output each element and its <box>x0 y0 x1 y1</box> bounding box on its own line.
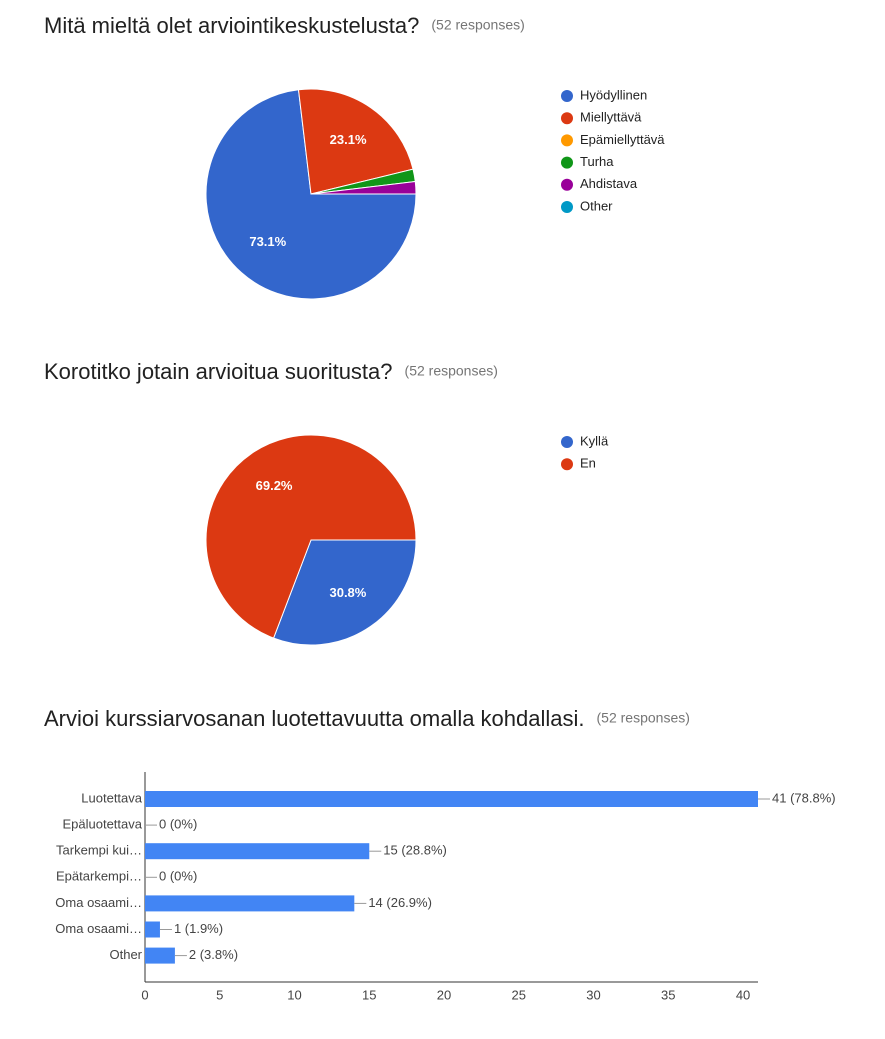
bar <box>145 843 370 860</box>
legend-label: Kyllä <box>580 433 609 448</box>
legend-label: Hyödyllinen <box>580 87 647 102</box>
category-label: Oma osaami… <box>55 921 142 936</box>
category-label: Oma osaami… <box>55 895 142 910</box>
x-tick-label: 10 <box>287 987 301 1002</box>
value-label: 41 (78.8%) <box>772 790 836 805</box>
legend-label: Turha <box>580 154 614 169</box>
legend-swatch <box>561 134 573 147</box>
bar <box>145 921 160 938</box>
chart-subtitle: (52 responses) <box>431 17 524 33</box>
legend-label: Epämiellyttävä <box>580 132 665 147</box>
pie-slice <box>272 539 417 646</box>
category-label: Epäluotettava <box>62 817 142 832</box>
value-label: 15 (28.8%) <box>383 843 447 858</box>
x-tick-label: 25 <box>512 987 526 1002</box>
value-label: 1 (1.9%) <box>174 921 223 936</box>
x-tick-label: 15 <box>362 987 376 1002</box>
x-tick-label: 40 <box>736 987 750 1002</box>
slice-label: 73.1% <box>249 234 286 249</box>
legend-swatch <box>561 112 573 125</box>
legend-swatch <box>561 178 573 191</box>
category-label: Luotettava <box>81 790 142 805</box>
legend-label: Ahdistava <box>580 176 638 191</box>
x-tick-label: 35 <box>661 987 675 1002</box>
value-label: 14 (26.9%) <box>368 895 432 910</box>
legend-label: Miellyttävä <box>580 110 642 125</box>
value-label: 0 (0%) <box>159 869 197 884</box>
legend-swatch <box>561 90 573 102</box>
x-tick-label: 5 <box>216 987 223 1002</box>
value-label: 0 (0%) <box>159 817 197 832</box>
slice-label: 30.8% <box>329 585 366 600</box>
pie-slice <box>297 88 414 195</box>
pie-slice <box>310 180 417 195</box>
x-tick-label: 20 <box>437 987 451 1002</box>
chart-title: Mitä mieltä olet arviointikeskustelusta? <box>44 13 419 38</box>
legend-label: Other <box>580 198 613 213</box>
chart-title: Korotitko jotain arvioitua suoritusta? <box>44 359 393 384</box>
chart-subtitle: (52 responses) <box>405 363 498 379</box>
bar <box>145 791 758 807</box>
x-tick-label: 0 <box>141 987 148 1002</box>
x-tick-label: 30 <box>586 987 600 1002</box>
bar <box>145 947 175 964</box>
value-label: 2 (3.8%) <box>189 947 238 962</box>
legend-swatch <box>561 436 573 448</box>
legend-swatch <box>561 201 573 213</box>
legend-swatch <box>561 458 573 471</box>
category-label: Other <box>109 947 142 962</box>
slice-label: 69.2% <box>256 478 293 493</box>
category-label: Epätarkempi… <box>56 869 142 884</box>
legend-label: En <box>580 456 596 471</box>
category-label: Tarkempi kui… <box>56 843 142 858</box>
slice-label: 23.1% <box>330 132 367 147</box>
pie-slice <box>205 434 417 639</box>
legend-swatch <box>561 156 573 169</box>
bar <box>145 895 355 912</box>
chart-subtitle: (52 responses) <box>597 710 690 726</box>
chart-title: Arvioi kurssiarvosanan luotettavuutta om… <box>44 706 585 731</box>
